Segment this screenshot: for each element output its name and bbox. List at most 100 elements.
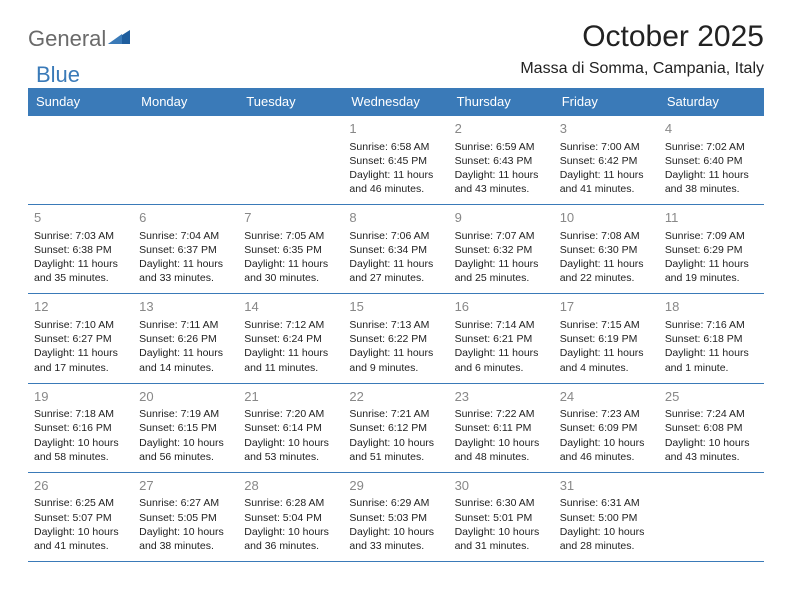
calendar-cell: 22Sunrise: 7:21 AMSunset: 6:12 PMDayligh… (343, 383, 448, 472)
calendar-row: 19Sunrise: 7:18 AMSunset: 6:16 PMDayligh… (28, 383, 764, 472)
daylight-text: and 56 minutes. (139, 450, 232, 464)
calendar-cell: 9Sunrise: 7:07 AMSunset: 6:32 PMDaylight… (449, 205, 554, 294)
sunrise-text: Sunrise: 6:30 AM (455, 496, 548, 510)
day-number: 31 (560, 477, 653, 495)
day-number: 1 (349, 120, 442, 138)
day-number: 26 (34, 477, 127, 495)
calendar-cell: 27Sunrise: 6:27 AMSunset: 5:05 PMDayligh… (133, 472, 238, 561)
sunset-text: Sunset: 6:15 PM (139, 421, 232, 435)
sunrise-text: Sunrise: 7:24 AM (665, 407, 758, 421)
sunset-text: Sunset: 6:34 PM (349, 243, 442, 257)
daylight-text: Daylight: 11 hours (139, 257, 232, 271)
calendar-row: 26Sunrise: 6:25 AMSunset: 5:07 PM Dayligh… (28, 472, 764, 561)
sunrise-text: Sunrise: 6:25 AM (34, 496, 127, 510)
daylight-text: Daylight: 11 hours (665, 257, 758, 271)
calendar-cell: 5Sunrise: 7:03 AMSunset: 6:38 PMDaylight… (28, 205, 133, 294)
sunrise-text: Sunrise: 6:29 AM (349, 496, 442, 510)
sunset-text: Sunset: 6:38 PM (34, 243, 127, 257)
logo: General (28, 20, 132, 52)
day-number: 19 (34, 388, 127, 406)
calendar-cell: 24Sunrise: 7:23 AMSunset: 6:09 PMDayligh… (554, 383, 659, 472)
calendar-row: 12Sunrise: 7:10 AMSunset: 6:27 PMDayligh… (28, 294, 764, 383)
title-block: October 2025 Massa di Somma, Campania, I… (520, 20, 764, 78)
calendar-cell: 31Sunrise: 6:31 AMSunset: 5:00 PMDayligh… (554, 472, 659, 561)
calendar-cell: 3Sunrise: 7:00 AMSunset: 6:42 PMDaylight… (554, 116, 659, 205)
daylight-text: Daylight: 11 hours (665, 346, 758, 360)
sunset-text: Sunset: 5:00 PM (560, 511, 653, 525)
daylight-text: Daylight: 11 hours (455, 168, 548, 182)
daylight-text: Daylight: 10 hours (560, 525, 653, 539)
calendar-cell: 13Sunrise: 7:11 AMSunset: 6:26 PMDayligh… (133, 294, 238, 383)
sunset-text: Sunset: 6:21 PM (455, 332, 548, 346)
daylight-text: and 28 minutes. (560, 539, 653, 553)
sunset-text: Sunset: 5:03 PM (349, 511, 442, 525)
daylight-text: Daylight: 11 hours (560, 257, 653, 271)
daylight-text: and 11 minutes. (244, 361, 337, 375)
calendar-cell: 4Sunrise: 7:02 AMSunset: 6:40 PMDaylight… (659, 116, 764, 205)
sunrise-text: Sunrise: 7:12 AM (244, 318, 337, 332)
sunrise-text: Sunrise: 7:21 AM (349, 407, 442, 421)
day-number: 27 (139, 477, 232, 495)
sunset-text: Sunset: 6:35 PM (244, 243, 337, 257)
daylight-text: Daylight: 10 hours (665, 436, 758, 450)
daylight-text: Daylight: 10 hours (455, 525, 548, 539)
day-number: 15 (349, 298, 442, 316)
daylight-text: and 46 minutes. (349, 182, 442, 196)
day-number: 30 (455, 477, 548, 495)
page-title: October 2025 (520, 20, 764, 54)
sunset-text: Sunset: 5:07 PM (34, 511, 127, 525)
daylight-text: and 9 minutes. (349, 361, 442, 375)
day-number: 12 (34, 298, 127, 316)
weekday-header: Friday (554, 88, 659, 116)
sunset-text: Sunset: 6:43 PM (455, 154, 548, 168)
calendar-cell (238, 116, 343, 205)
daylight-text: Daylight: 10 hours (560, 436, 653, 450)
weekday-header: Monday (133, 88, 238, 116)
sunset-text: Sunset: 6:14 PM (244, 421, 337, 435)
daylight-text: Daylight: 11 hours (560, 168, 653, 182)
sunrise-text: Sunrise: 7:06 AM (349, 229, 442, 243)
day-number: 29 (349, 477, 442, 495)
daylight-text: Daylight: 10 hours (139, 525, 232, 539)
daylight-text: Daylight: 11 hours (34, 257, 127, 271)
daylight-text: and 4 minutes. (560, 361, 653, 375)
location-text: Massa di Somma, Campania, Italy (520, 60, 764, 78)
sunrise-text: Sunrise: 7:09 AM (665, 229, 758, 243)
sunrise-text: Sunrise: 6:27 AM (139, 496, 232, 510)
daylight-text: and 41 minutes. (560, 182, 653, 196)
daylight-text: Daylight: 10 hours (244, 436, 337, 450)
calendar-cell: 16Sunrise: 7:14 AMSunset: 6:21 PMDayligh… (449, 294, 554, 383)
daylight-text: Daylight: 11 hours (244, 257, 337, 271)
daylight-text: and 51 minutes. (349, 450, 442, 464)
daylight-text: and 43 minutes. (665, 450, 758, 464)
day-number: 14 (244, 298, 337, 316)
calendar-cell: 30Sunrise: 6:30 AMSunset: 5:01 PMDayligh… (449, 472, 554, 561)
daylight-text: and 48 minutes. (455, 450, 548, 464)
sunset-text: Sunset: 6:40 PM (665, 154, 758, 168)
daylight-text: Daylight: 10 hours (139, 436, 232, 450)
daylight-text: and 46 minutes. (560, 450, 653, 464)
calendar-cell: 7Sunrise: 7:05 AMSunset: 6:35 PMDaylight… (238, 205, 343, 294)
sunset-text: Sunset: 6:42 PM (560, 154, 653, 168)
sunset-text: Sunset: 6:11 PM (455, 421, 548, 435)
sunrise-text: Sunrise: 6:28 AM (244, 496, 337, 510)
day-number: 3 (560, 120, 653, 138)
sunset-text: Sunset: 6:24 PM (244, 332, 337, 346)
calendar-cell: 21Sunrise: 7:20 AMSunset: 6:14 PMDayligh… (238, 383, 343, 472)
daylight-text: and 1 minute. (665, 361, 758, 375)
sunrise-text: Sunrise: 7:16 AM (665, 318, 758, 332)
sunrise-text: Sunrise: 7:15 AM (560, 318, 653, 332)
day-number: 6 (139, 209, 232, 227)
sunset-text: Sunset: 5:04 PM (244, 511, 337, 525)
daylight-text: Daylight: 11 hours (139, 346, 232, 360)
sunrise-text: Sunrise: 6:58 AM (349, 140, 442, 154)
weekday-header: Wednesday (343, 88, 448, 116)
calendar-cell: 29Sunrise: 6:29 AMSunset: 5:03 PMDayligh… (343, 472, 448, 561)
sunrise-text: Sunrise: 7:07 AM (455, 229, 548, 243)
calendar-cell: 15Sunrise: 7:13 AMSunset: 6:22 PMDayligh… (343, 294, 448, 383)
daylight-text: Daylight: 10 hours (455, 436, 548, 450)
logo-text-blue: Blue (36, 62, 80, 88)
daylight-text: and 25 minutes. (455, 271, 548, 285)
calendar-cell (659, 472, 764, 561)
daylight-text: Daylight: 11 hours (455, 346, 548, 360)
